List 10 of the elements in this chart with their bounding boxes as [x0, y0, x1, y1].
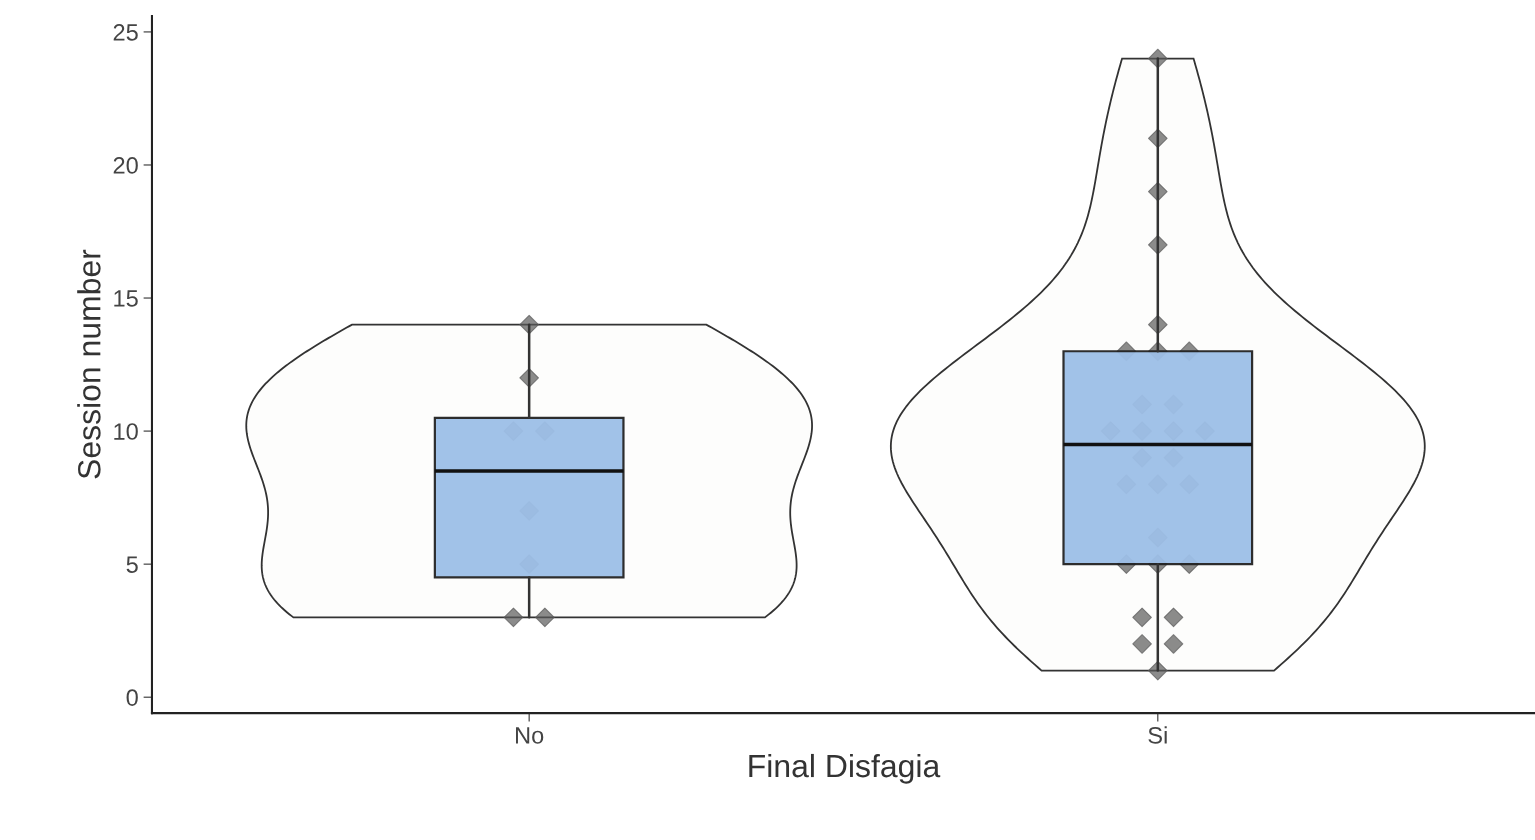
y-axis-title: Session number — [77, 249, 101, 479]
x-axis-title: Final Disfagia — [749, 753, 941, 784]
y-tick-label: 5 — [126, 556, 138, 573]
y-tick-label: 25 — [113, 23, 138, 41]
y-tick-label: 15 — [114, 290, 138, 307]
x-tick-label: Si — [1148, 726, 1167, 744]
y-tick-label: 10 — [114, 423, 138, 440]
x-tick-label: No — [516, 727, 544, 744]
y-tick-label: 20 — [113, 157, 138, 174]
y-tick-label: 0 — [126, 689, 138, 706]
